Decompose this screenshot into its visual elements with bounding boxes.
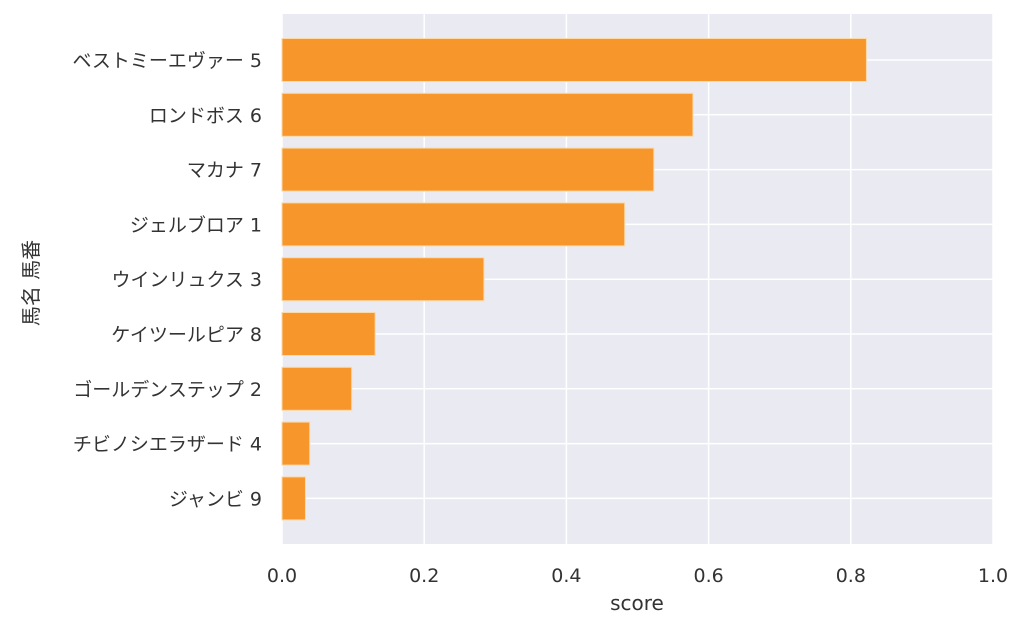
category-label-8: ジャンビ 9 — [169, 488, 262, 510]
category-label-1: ロンドボス 6 — [149, 105, 262, 127]
category-label-3: ジェルブロア 1 — [130, 213, 262, 236]
x-tick-label-4: 0.8 — [836, 565, 866, 587]
x-tick-labels: 0.0 0.2 0.4 0.6 0.8 1.0 — [267, 565, 1008, 587]
bar-0 — [281, 38, 867, 82]
category-label-7: チビノシエラザード 4 — [73, 434, 262, 456]
bar-3 — [281, 202, 626, 247]
bar-6 — [281, 366, 353, 411]
x-tick-label-0: 0.0 — [267, 565, 297, 587]
bars — [281, 38, 867, 521]
bar-5 — [281, 312, 376, 356]
x-tick-label-3: 0.6 — [693, 565, 723, 587]
x-tick-label-1: 0.2 — [409, 565, 439, 587]
category-label-5: ケイツールピア 8 — [111, 324, 262, 346]
bar-4 — [281, 257, 485, 302]
x-tick-label-2: 0.4 — [551, 565, 581, 587]
bar-2 — [281, 147, 655, 192]
x-tick-label-5: 1.0 — [978, 565, 1008, 587]
x-axis-title: score — [610, 591, 664, 615]
category-labels: ベストミーエヴァー 5 ロンドボス 6 マカナ 7 ジェルブロア 1 ウインリュクス 3… — [72, 50, 262, 510]
bar-7 — [281, 421, 311, 466]
bar-8 — [281, 476, 306, 521]
category-label-6: ゴールデンステップ 2 — [73, 379, 262, 401]
category-label-2: マカナ 7 — [187, 160, 262, 182]
category-label-4: ウインリュクス 3 — [111, 269, 262, 291]
y-axis-title: 馬名 馬番 — [19, 240, 43, 326]
bar-1 — [281, 92, 694, 137]
category-label-0: ベストミーエヴァー 5 — [72, 50, 262, 72]
